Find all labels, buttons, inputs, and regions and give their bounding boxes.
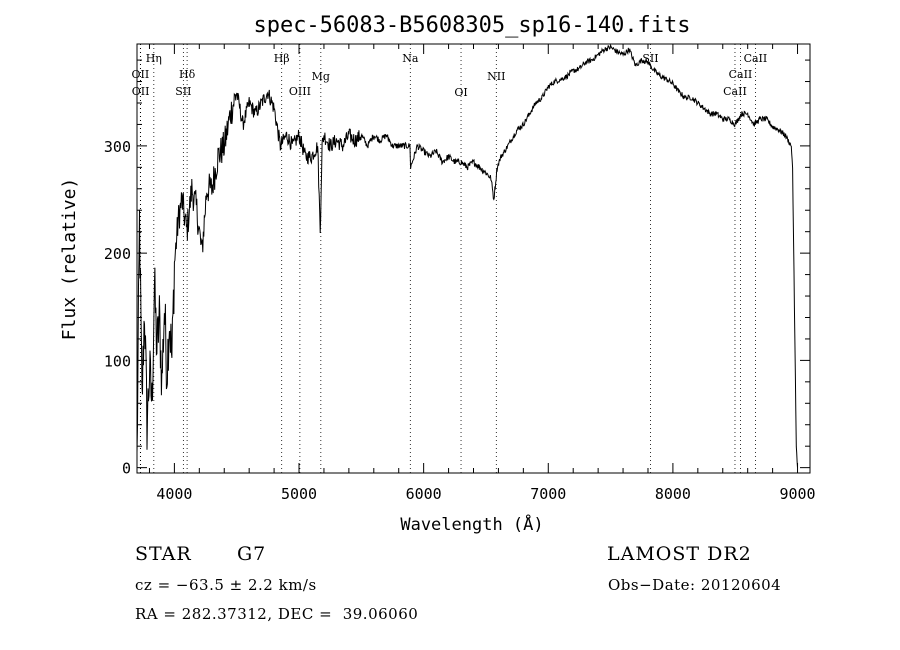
spectral-line-label: OIII	[289, 85, 311, 98]
spectral-lines-layer: HηOIIOIIHδSIIHβOIIIMgNaOINIISIICaIICaIIC…	[132, 44, 768, 473]
x-tick-label: 5000	[281, 485, 317, 503]
spectrum-series-line	[136, 43, 798, 468]
spectral-line-label: CaII	[723, 85, 747, 98]
series-layer	[136, 43, 798, 468]
ticks-layer: 4000 5000 6000 7000 8000 9000 0 100 200 300	[104, 44, 816, 503]
plot-frame	[136, 43, 811, 474]
object-class: STAR	[135, 543, 192, 565]
y-tick-label: 300	[104, 138, 131, 156]
spectral-line-label: NII	[487, 70, 505, 83]
spectral-line-label: CaII	[744, 52, 768, 65]
x-tick-label: 7000	[530, 485, 566, 503]
spectral-line-label: SII	[175, 85, 191, 98]
spectral-line-label: CaII	[729, 68, 753, 81]
x-tick-label: 8000	[655, 485, 691, 503]
spectral-line-label: Na	[402, 52, 419, 65]
spectral-line-label: OII	[132, 85, 150, 98]
spectral-line-label: Hη	[146, 52, 162, 65]
coordinates: RA = 282.37312, DEC = 39.06060	[135, 605, 419, 623]
observation-date: Obs−Date: 20120604	[608, 576, 782, 594]
y-axis-label: Flux (relative)	[59, 178, 80, 341]
y-tick-label: 100	[104, 352, 131, 370]
x-axis-label: Wavelength (Å)	[400, 513, 543, 535]
spectral-line-label: OI	[454, 86, 467, 99]
y-tick-label: 0	[122, 460, 131, 478]
x-tick-label: 9000	[779, 485, 815, 503]
x-tick-label: 6000	[406, 485, 442, 503]
y-tick-label: 200	[104, 245, 131, 263]
spectral-line-label: Hβ	[274, 52, 290, 65]
x-tick-label: 4000	[156, 485, 192, 503]
spectral-line-label: Mg	[312, 70, 330, 83]
chart-title: spec-56083-B5608305_sp16-140.fits	[253, 13, 690, 38]
spectral-line-label: OII	[132, 68, 150, 81]
survey-name: LAMOST DR2	[607, 543, 752, 565]
spectral-line-label: Hδ	[179, 68, 196, 81]
redshift-info: cz = −63.5 ± 2.2 km/s	[135, 576, 317, 594]
object-subclass: G7	[237, 543, 267, 565]
